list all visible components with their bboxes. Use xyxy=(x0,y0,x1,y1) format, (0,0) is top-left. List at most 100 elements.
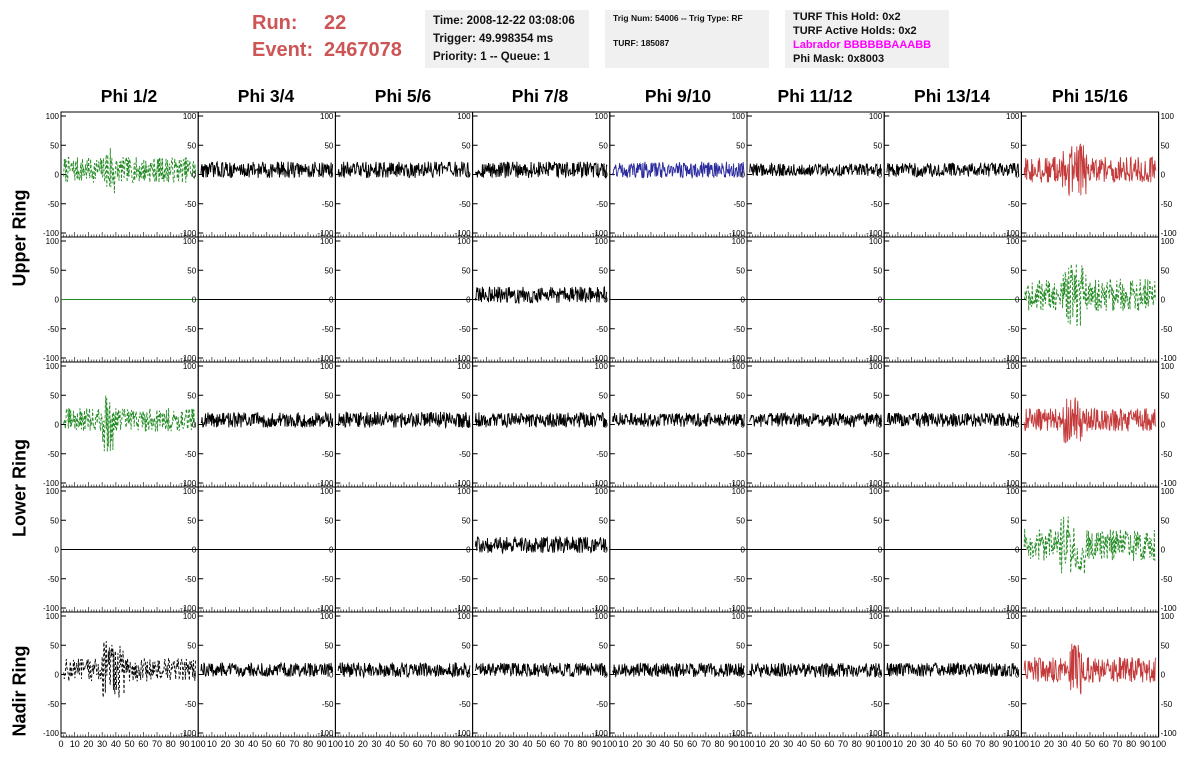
y-tick-label: 0 xyxy=(192,671,197,680)
y-tick-label: 50 xyxy=(736,141,745,150)
x-tick-label: 100 xyxy=(1014,739,1029,749)
y-tick-label: -100 xyxy=(43,479,60,488)
y-tick-label: -100 xyxy=(455,479,472,488)
y-tick-label: 50 xyxy=(1161,516,1170,525)
y-tick-label: -100 xyxy=(455,604,472,613)
y-tick-label: -50 xyxy=(871,575,883,584)
waveform-trace xyxy=(1023,643,1157,695)
waveform-trace xyxy=(63,148,196,194)
y-tick-label: 0 xyxy=(603,671,608,680)
x-tick-label: 40 xyxy=(797,739,807,749)
y-tick-label: -100 xyxy=(43,354,60,363)
y-tick-label: 100 xyxy=(869,487,883,496)
y-tick-label: -50 xyxy=(871,450,883,459)
x-tick-label: 50 xyxy=(811,739,821,749)
x-tick-label: 30 xyxy=(234,739,244,749)
run-value: 22 xyxy=(324,12,347,34)
y-tick-label: 100 xyxy=(1006,362,1020,371)
y-tick-label: 100 xyxy=(1006,612,1020,621)
y-tick-label: -100 xyxy=(592,229,609,238)
x-tick-label: 60 xyxy=(962,739,972,749)
x-tick-label: 70 xyxy=(838,739,848,749)
y-tick-label: -100 xyxy=(729,229,746,238)
y-tick-label: 0 xyxy=(603,171,608,180)
y-tick-label: 0 xyxy=(466,171,471,180)
y-tick-label: 0 xyxy=(55,421,60,430)
x-tick-label: 100 xyxy=(465,739,480,749)
x-tick-label: 90 xyxy=(591,739,601,749)
y-tick-label: 100 xyxy=(46,237,60,246)
y-tick-label: 0 xyxy=(466,671,471,680)
time-info-box: Time: 2008-12-22 03:08:06 Trigger: 49.99… xyxy=(425,10,589,68)
y-tick-label: 100 xyxy=(320,362,334,371)
waveform-trace xyxy=(612,412,745,428)
y-tick-label: 100 xyxy=(320,112,334,121)
y-tick-label: 100 xyxy=(732,112,746,121)
phi-label-3: Phi 5/6 xyxy=(374,86,432,106)
y-tick-label: -50 xyxy=(47,325,59,334)
y-tick-label: 50 xyxy=(50,266,59,275)
x-tick-label: 50 xyxy=(262,739,272,749)
y-tick-label: 50 xyxy=(50,141,59,150)
y-tick-label: 100 xyxy=(869,237,883,246)
panel-frame xyxy=(334,361,474,488)
y-tick-label: -100 xyxy=(866,604,883,613)
y-tick-label: -100 xyxy=(866,729,883,738)
x-tick-label: 60 xyxy=(687,739,697,749)
waveform-trace xyxy=(886,412,1020,429)
waveform-trace xyxy=(474,285,608,305)
y-tick-label: 0 xyxy=(55,296,60,305)
x-tick-label: 20 xyxy=(632,739,642,749)
phi-label-7: Phi 13/14 xyxy=(914,86,990,106)
y-tick-label: -50 xyxy=(1161,325,1173,334)
y-tick-label: -50 xyxy=(733,450,745,459)
y-tick-label: -100 xyxy=(1161,604,1178,613)
y-tick-label: 0 xyxy=(329,421,334,430)
y-tick-label: -100 xyxy=(1003,604,1020,613)
x-tick-label: 70 xyxy=(152,739,162,749)
y-tick-label: 0 xyxy=(741,546,746,555)
x-tick-label: 20 xyxy=(495,739,505,749)
y-tick-label: -100 xyxy=(1161,229,1178,238)
y-tick-label: 0 xyxy=(1161,546,1166,555)
y-tick-label: 100 xyxy=(594,237,608,246)
y-tick-label: 0 xyxy=(55,546,60,555)
y-tick-label: 50 xyxy=(324,266,333,275)
run-label: Run: xyxy=(252,12,298,34)
y-tick-label: -100 xyxy=(866,354,883,363)
y-tick-label: 0 xyxy=(1015,546,1020,555)
y-tick-label: -100 xyxy=(729,479,746,488)
y-tick-label: 0 xyxy=(1015,671,1020,680)
y-tick-label: 100 xyxy=(183,362,197,371)
x-tick-label: 30 xyxy=(920,739,930,749)
waveform-trace xyxy=(1023,397,1157,444)
y-tick-label: -100 xyxy=(180,729,197,738)
y-tick-label: -100 xyxy=(43,229,60,238)
y-tick-label: 50 xyxy=(1010,641,1019,650)
y-tick-label: -50 xyxy=(596,450,608,459)
y-tick-label: 50 xyxy=(187,141,196,150)
x-tick-label: 10 xyxy=(1030,739,1040,749)
y-tick-label: 0 xyxy=(329,296,334,305)
y-tick-label: -50 xyxy=(596,200,608,209)
y-tick-label: 50 xyxy=(599,141,608,150)
waveform-trace xyxy=(200,411,334,429)
y-tick-label: 100 xyxy=(320,487,334,496)
waveform-trace xyxy=(474,161,608,179)
y-tick-label: -100 xyxy=(1003,229,1020,238)
y-tick-label: 50 xyxy=(1161,641,1170,650)
y-tick-label: 50 xyxy=(187,266,196,275)
run-event-box: Run: 22 Event: 2467078 xyxy=(252,10,402,64)
y-tick-label: 0 xyxy=(192,296,197,305)
x-tick-label: 90 xyxy=(179,739,189,749)
y-tick-label: 100 xyxy=(320,612,334,621)
waveform-trace xyxy=(200,661,334,678)
y-tick-label: 50 xyxy=(736,391,745,400)
priority-text: Priority: 1 -- Queue: 1 xyxy=(433,51,550,63)
x-tick-label: 70 xyxy=(426,739,436,749)
y-tick-label: 50 xyxy=(1161,141,1170,150)
y-tick-label: 50 xyxy=(599,266,608,275)
y-tick-label: -50 xyxy=(1008,450,1020,459)
y-tick-label: 100 xyxy=(594,362,608,371)
panel-frame xyxy=(883,111,1022,238)
